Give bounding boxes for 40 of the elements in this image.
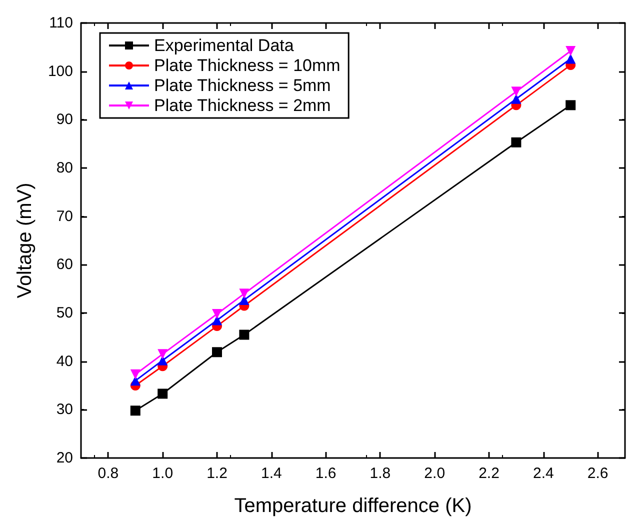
y-tick-label: 100: [48, 62, 73, 80]
y-tick-label: 90: [56, 111, 73, 128]
y-tick-label: 50: [56, 304, 73, 322]
point: [212, 308, 222, 319]
x-tick-label: 1.0: [152, 465, 174, 482]
x-tick-label: 1.6: [315, 465, 336, 482]
x-tick-label: 2.2: [478, 465, 500, 482]
x-tick-label: 0.8: [98, 465, 119, 482]
y-tick-label: 30: [56, 401, 73, 418]
point: [130, 406, 140, 416]
point: [566, 46, 576, 56]
point: [239, 330, 250, 340]
point: [511, 137, 522, 148]
legend-label: Plate Thickness = 5mm: [154, 76, 331, 95]
point: [158, 349, 168, 360]
y-tick-label: 40: [56, 352, 73, 370]
legend-label: Plate Thickness = 10mm: [154, 56, 340, 75]
x-tick-label: 2.0: [424, 465, 446, 482]
legend-label: Experimental Data: [154, 36, 294, 55]
y-tick-label: 60: [56, 256, 73, 274]
y-tick-label: 110: [49, 14, 73, 32]
point: [239, 288, 250, 299]
point: [212, 347, 222, 358]
point: [511, 94, 522, 104]
point: [511, 86, 522, 97]
point: [566, 100, 576, 110]
x-axis-title: Temperature difference (K): [234, 495, 472, 517]
point: [566, 54, 576, 64]
y-axis-title: Voltage (mV): [14, 182, 36, 298]
x-tick-label: 1.8: [370, 465, 391, 482]
y-tick-label: 80: [56, 160, 73, 176]
y-tick-label: 20: [56, 450, 73, 466]
x-tick-label: 1.2: [206, 465, 228, 482]
x-tick-label: 2.4: [532, 465, 554, 482]
legend-label: Plate Thickness = 2mm: [154, 96, 331, 115]
point: [158, 388, 168, 399]
y-tick-label: 70: [56, 208, 73, 225]
x-tick-label: 2.6: [587, 465, 608, 482]
point: [130, 369, 140, 380]
x-tick-label: 1.4: [260, 465, 282, 482]
